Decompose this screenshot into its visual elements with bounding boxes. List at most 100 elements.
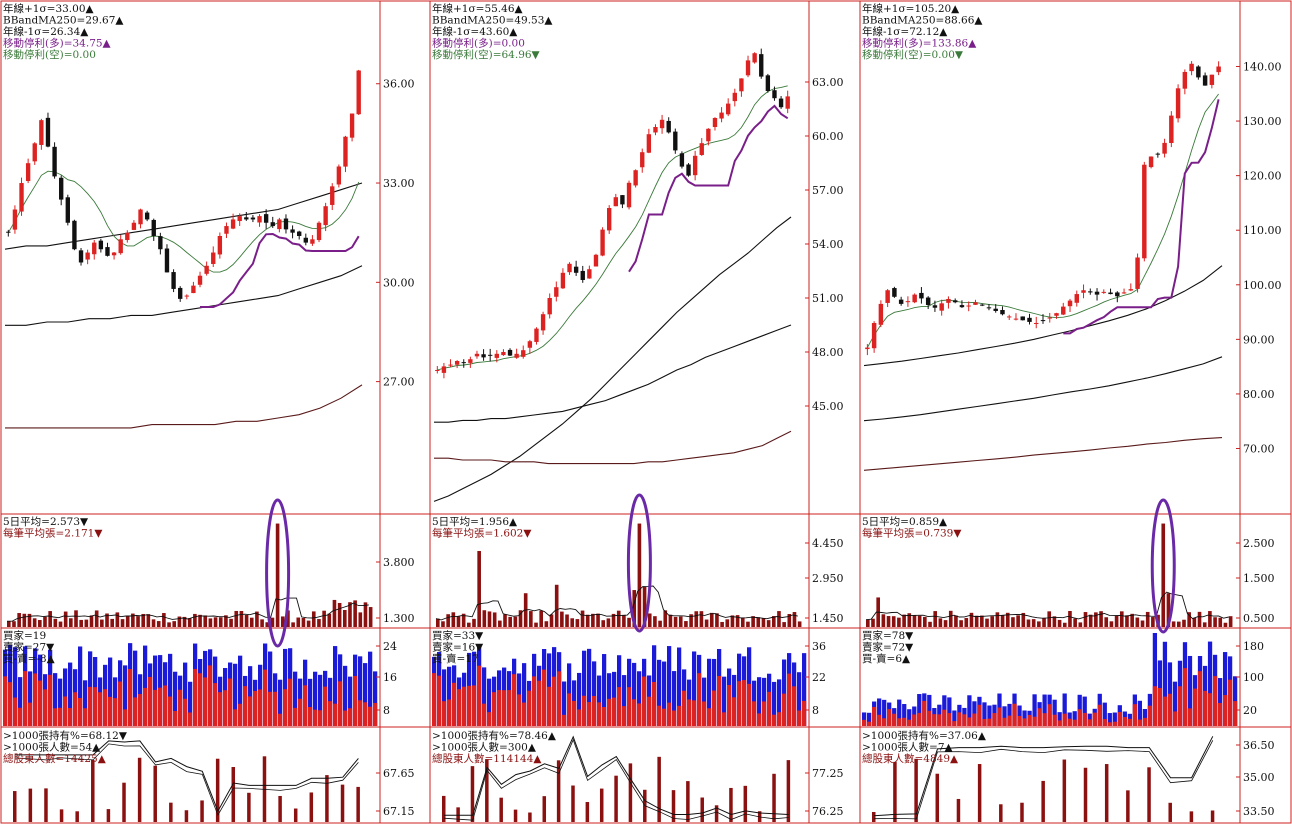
shareholder-bar-2-3 (935, 773, 940, 822)
volume-bar-1-7 (472, 618, 476, 627)
candle-body-2-32 (1081, 290, 1086, 293)
candle-body-1-48 (752, 53, 757, 63)
candle-body-0-34 (230, 219, 236, 229)
volume-bar-2-27 (1005, 612, 1010, 627)
seller-bar-1-53 (697, 673, 702, 726)
buyer-bar-0-74 (373, 671, 378, 726)
volume-bar-2-49 (1119, 611, 1124, 627)
legend-price-2-3: 移動停利(多)=133.86▲ (862, 37, 977, 50)
seller-bar-1-34 (602, 706, 607, 726)
legend-price-0-3: 移動停利(多)=34.75▲ (3, 37, 112, 50)
volume-bar-2-51 (1130, 613, 1134, 627)
shareholder-bar-1-21 (743, 785, 748, 822)
seller-bar-2-15 (937, 714, 942, 726)
band-line-ma_band_upper-0 (4, 182, 363, 250)
seller-bar-2-67 (1197, 671, 1203, 726)
candle-body-0-32 (217, 235, 223, 255)
buyer-bar-1-32 (592, 661, 597, 726)
shareholder-bar-0-2 (44, 788, 48, 822)
shareholder-bar-2-4 (956, 798, 961, 822)
seller-bar-0-27 (138, 693, 143, 726)
legend-price-1-2: 年線-1σ=43.60▲ (432, 25, 518, 38)
buyer-bar-1-52 (692, 651, 697, 726)
legend-hold-0-2: 總股東人數=14425▲ (3, 752, 107, 765)
shareholder-bar-0-9 (153, 765, 157, 822)
buyer-bar-0-21 (108, 657, 113, 726)
candle-body-2-12 (946, 298, 951, 303)
buyer-bar-2-4 (882, 699, 887, 726)
seller-bar-1-16 (512, 674, 517, 726)
holder-count-line-1 (443, 738, 789, 821)
shareholder-bar-1-6 (528, 812, 532, 822)
candle-body-0-23 (158, 236, 163, 250)
shareholder-bar-0-4 (75, 811, 79, 822)
candle-body-1-18 (554, 287, 559, 297)
seller-bar-2-35 (1037, 708, 1042, 726)
shareholder-bar-1-23 (772, 773, 776, 822)
volume-bar-1-51 (699, 611, 704, 627)
volume-bar-0-30 (162, 613, 166, 627)
band-line-ma_band_upper-1 (433, 216, 792, 502)
volume-bar-2-13 (933, 611, 938, 627)
band-line-ma_band_mid-0 (5, 265, 363, 326)
volume-bar-0-8 (48, 611, 52, 627)
seller-bar-2-47 (1097, 704, 1102, 726)
shareholder-bar-0-11 (184, 810, 189, 822)
highlight-ellipse-0 (265, 498, 291, 648)
volume-bar-1-24 (560, 611, 564, 627)
shareholder-bar-0-1 (28, 788, 33, 822)
candle-body-2-44 (1162, 142, 1167, 154)
seller-bar-2-73 (1227, 679, 1233, 726)
seller-bar-0-53 (268, 691, 273, 726)
seller-bar-0-64 (323, 686, 328, 726)
seller-bar-2-72 (1222, 695, 1228, 726)
volume-bar-1-31 (596, 613, 600, 627)
seller-bar-1-20 (532, 676, 537, 726)
volume-bar-1-10 (487, 611, 492, 627)
legend-price-1-0: 年線+1σ=55.46▲ (432, 2, 524, 15)
shareholder-bar-2-12 (1126, 790, 1130, 822)
seller-bar-2-26 (992, 713, 997, 726)
candle-body-2-10 (932, 305, 938, 308)
candle-body-2-40 (1135, 257, 1140, 289)
volume-bar-2-41 (1078, 622, 1083, 627)
seller-bar-1-39 (627, 687, 632, 726)
candle-body-2-48 (1189, 63, 1194, 72)
volume-bar-1-34 (611, 613, 616, 627)
tick-label-price-2-4: 100.00 (1243, 279, 1282, 292)
seller-bar-1-21 (537, 680, 542, 726)
buyer-bar-1-40 (632, 662, 637, 726)
candle-body-0-12 (85, 252, 90, 260)
candle-body-0-30 (204, 265, 209, 274)
volume-bar-0-21 (115, 612, 120, 627)
shareholder-bar-1-4 (499, 797, 503, 822)
seller-bar-0-37 (188, 712, 193, 726)
highlight-ellipse-2 (1150, 498, 1176, 634)
volume-bar-0-19 (105, 613, 109, 627)
volume-bar-0-58 (306, 620, 311, 627)
seller-bar-1-61 (737, 681, 742, 726)
tick-label-price-1-2: 57.00 (812, 184, 844, 197)
buyer-bar-2-58 (1152, 633, 1158, 726)
buyer-bar-0-47 (238, 655, 243, 726)
seller-bar-1-69 (777, 712, 782, 726)
buyer-bar-2-44 (1082, 696, 1087, 726)
candle-body-1-2 (448, 364, 453, 366)
seller-bar-0-40 (203, 677, 208, 726)
volume-bar-1-65 (771, 616, 776, 627)
volume-bar-2-36 (1052, 616, 1057, 627)
seller-bar-2-28 (1002, 717, 1007, 726)
seller-bar-0-51 (258, 689, 263, 726)
seller-bar-1-50 (682, 690, 687, 726)
seller-bar-1-26 (562, 714, 567, 726)
buyer-bar-1-49 (677, 647, 682, 726)
seller-bar-0-8 (43, 689, 48, 726)
legend-hold-2-1: >1000張人數=7▲ (862, 741, 953, 754)
seller-bar-1-65 (757, 713, 762, 726)
shareholder-bar-0-10 (169, 802, 173, 822)
seller-bar-2-27 (997, 707, 1002, 726)
seller-bar-2-45 (1087, 719, 1092, 726)
volume-bar-2-8 (907, 613, 912, 627)
volume-bar-1-26 (570, 618, 575, 627)
